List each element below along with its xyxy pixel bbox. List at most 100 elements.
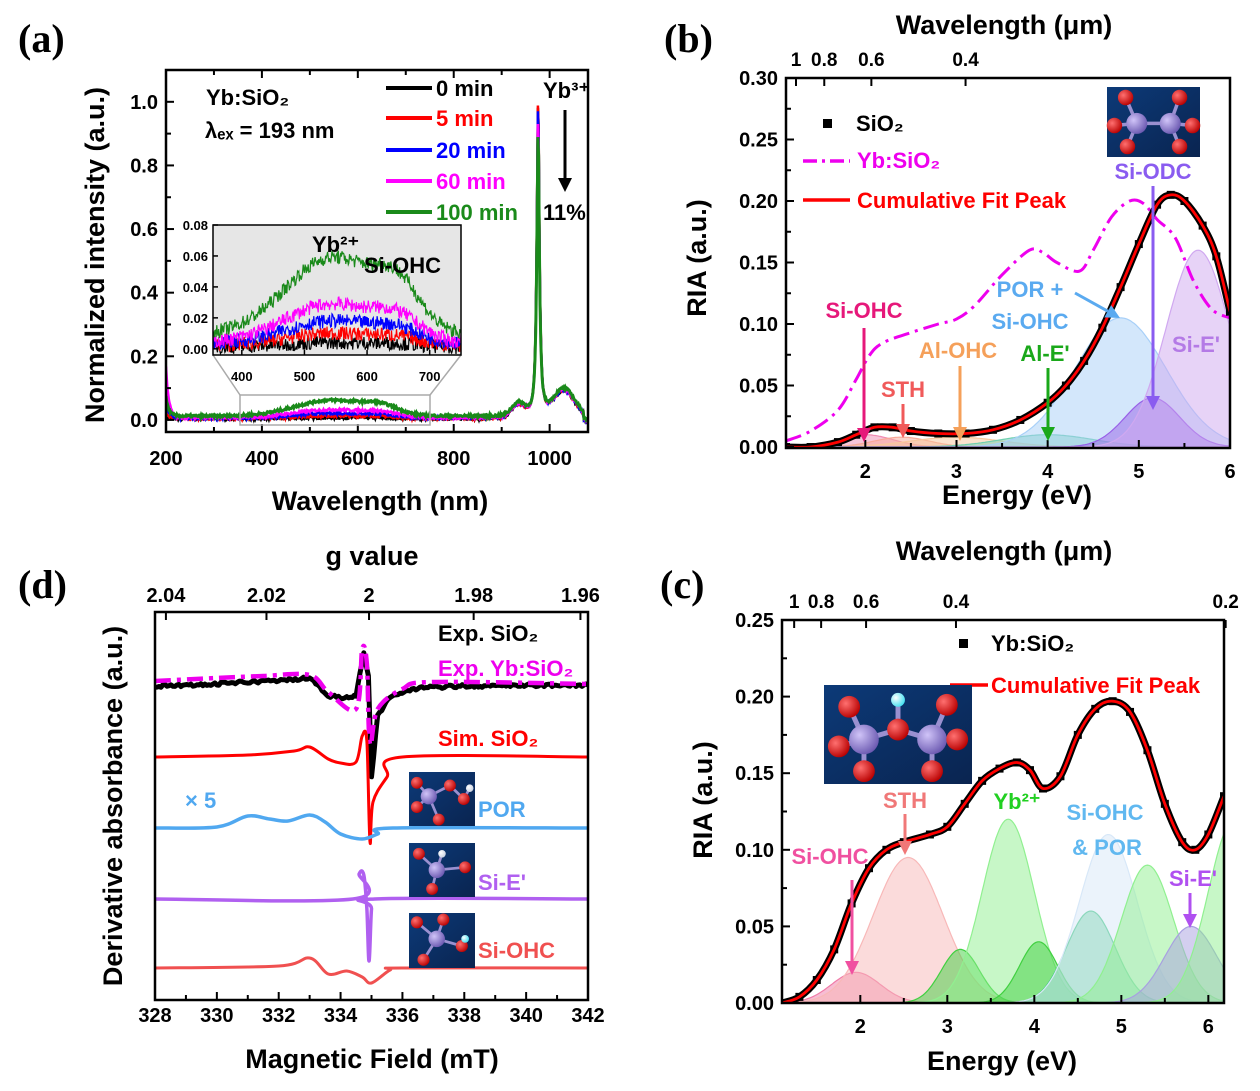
y-tick-label: 0.6 <box>130 219 158 241</box>
inset-yb2-label: Yb²⁺ <box>312 232 359 257</box>
arrow-icon <box>857 328 871 442</box>
inset-x-tick-label: 700 <box>419 369 441 384</box>
y-axis-title: RIA (a.u.) <box>688 741 718 859</box>
inset-y-tick-label: 0.06 <box>183 249 208 264</box>
annotation-label: Si-E' <box>1172 332 1220 357</box>
plot-frame <box>164 68 590 434</box>
x-tick-label: 330 <box>200 1005 233 1027</box>
trace-label: Sim. SiO₂ <box>438 726 538 751</box>
y-tick-label: 0.05 <box>739 376 778 398</box>
series-line-100-min <box>166 137 588 424</box>
panel-label: (b) <box>664 16 713 61</box>
top-x-tick-label: 0.4 <box>952 50 979 71</box>
top-x-tick-label: 1.98 <box>454 585 493 607</box>
trace-Exp-Yb-SiO- <box>155 643 588 748</box>
y-tick-label: 0.20 <box>735 687 774 709</box>
y-axis-title: Derivative absorbance (a.u.) <box>98 626 128 986</box>
arrow-icon <box>558 110 572 192</box>
legend-label: 100 min <box>436 200 518 225</box>
x-tick-label: 2 <box>860 461 871 483</box>
y-tick-label: 0.25 <box>739 130 778 152</box>
excitation-label: λₑₓ = 193 nm <box>205 118 334 143</box>
sample-label: Yb:SiO₂ <box>206 85 289 110</box>
arrow-icon <box>1041 368 1055 441</box>
x-tick-label: 200 <box>149 448 182 470</box>
panel-b: (b) 2 3 4 5 6 0.00 0.05 0.10 0.15 0.20 0.25 0.30 1 0.8… <box>664 10 1236 510</box>
y-tick-label: 0.4 <box>130 283 159 305</box>
y-tick-label: 0.30 <box>739 68 778 90</box>
inset-series-line <box>213 326 461 353</box>
annotation-label: Si-ODC <box>1115 159 1192 184</box>
data-point <box>786 443 790 448</box>
data-point <box>806 443 815 448</box>
inset-plot-area <box>213 250 461 355</box>
y-tick-label: 0.10 <box>739 314 778 336</box>
x-tick-label: 4 <box>1029 1016 1041 1038</box>
annotation-label: Si-OHC <box>792 844 869 869</box>
zoom-region <box>239 394 431 426</box>
top-x-axis-title: Wavelength (μm) <box>896 10 1113 40</box>
annotation-label: Si-OHC <box>826 298 903 323</box>
legend-label: 60 min <box>436 169 506 194</box>
y-tick-label: 0.05 <box>735 916 774 938</box>
x-tick-label: 332 <box>262 1005 295 1027</box>
fit-component-unlabeled <box>782 941 1224 1003</box>
legend-label: Cumulative Fit Peak <box>991 673 1201 698</box>
y-tick-label: 0.8 <box>130 155 158 177</box>
y-tick-label: 0.25 <box>735 610 774 632</box>
legend-label: 5 min <box>436 106 493 131</box>
top-x-tick-label: 2 <box>363 585 374 607</box>
y-tick-label: 0.00 <box>739 437 778 459</box>
panel-label: (c) <box>660 562 704 607</box>
x-axis-title: Wavelength (nm) <box>272 486 489 516</box>
annotation-label: POR + <box>997 277 1064 302</box>
fit-component-Yb- <box>782 818 1224 1003</box>
trace-Exp-SiO- <box>155 650 588 780</box>
por-molecule-image <box>409 772 475 826</box>
x-tick-label: 3 <box>942 1016 953 1038</box>
panel-label: (a) <box>18 16 65 61</box>
x-axis-title: Magnetic Field (mT) <box>245 1044 499 1074</box>
inset-y-tick-label: 0.08 <box>183 218 208 233</box>
decrease-label: 11% <box>543 200 586 225</box>
y-tick-label: 0.0 <box>130 410 158 432</box>
zoom-connector <box>429 354 462 396</box>
y-axis-title: Normalized intensity (a.u.) <box>80 87 110 423</box>
x-axis-title: Energy (eV) <box>942 480 1092 510</box>
x-tick-label: 336 <box>386 1005 419 1027</box>
y-tick-label: 0.15 <box>739 253 778 275</box>
annotation-label: Si-E' <box>1169 866 1217 891</box>
y-axis-title: RIA (a.u.) <box>682 199 712 317</box>
top-x-tick-label: 1 <box>789 592 800 613</box>
arrow-icon <box>1183 893 1197 928</box>
yb3-label: Yb³⁺ <box>543 78 590 103</box>
inset-x-tick-label: 500 <box>294 369 316 384</box>
annotation-label: STH <box>883 788 927 813</box>
annotation-label: Si-OHC <box>1067 800 1144 825</box>
x-tick-label: 6 <box>1224 461 1235 483</box>
plot-area <box>155 643 588 985</box>
x-tick-label: 400 <box>245 448 278 470</box>
annotation-label: Al-E' <box>1020 341 1069 366</box>
annotation-label: & POR <box>1072 835 1142 860</box>
arrow-icon <box>1146 186 1160 410</box>
top-x-tick-label: 1 <box>791 50 802 71</box>
y-tick-label: 0.00 <box>735 993 774 1015</box>
x-tick-label: 3 <box>951 461 962 483</box>
panel-d: (d) 328 330 332 334 336 338 340 342 2.04 2.02 2 1.98… <box>18 541 605 1074</box>
panel-a: (a) 200 400 600 800 1000 0.0 0.2 0.4 0.6 0.8 1.0 Wav… <box>18 16 590 516</box>
trace-Sim-SiO- <box>155 729 588 846</box>
data-point <box>1220 792 1224 801</box>
trace-label: Si-OHC <box>478 938 555 963</box>
annotation-label: STH <box>881 377 925 402</box>
inset-y-tick-label: 0.02 <box>183 311 208 326</box>
legend-label: Cumulative Fit Peak <box>857 188 1067 213</box>
x-tick-label: 1000 <box>527 448 572 470</box>
inset-y-tick-label: 0.04 <box>183 280 209 295</box>
plot-area <box>166 105 588 425</box>
x-tick-label: 340 <box>509 1005 542 1027</box>
arrow-icon <box>1074 291 1120 318</box>
inset-series-line <box>213 250 461 340</box>
zoom-connector <box>212 354 241 396</box>
data-point <box>1226 307 1230 316</box>
